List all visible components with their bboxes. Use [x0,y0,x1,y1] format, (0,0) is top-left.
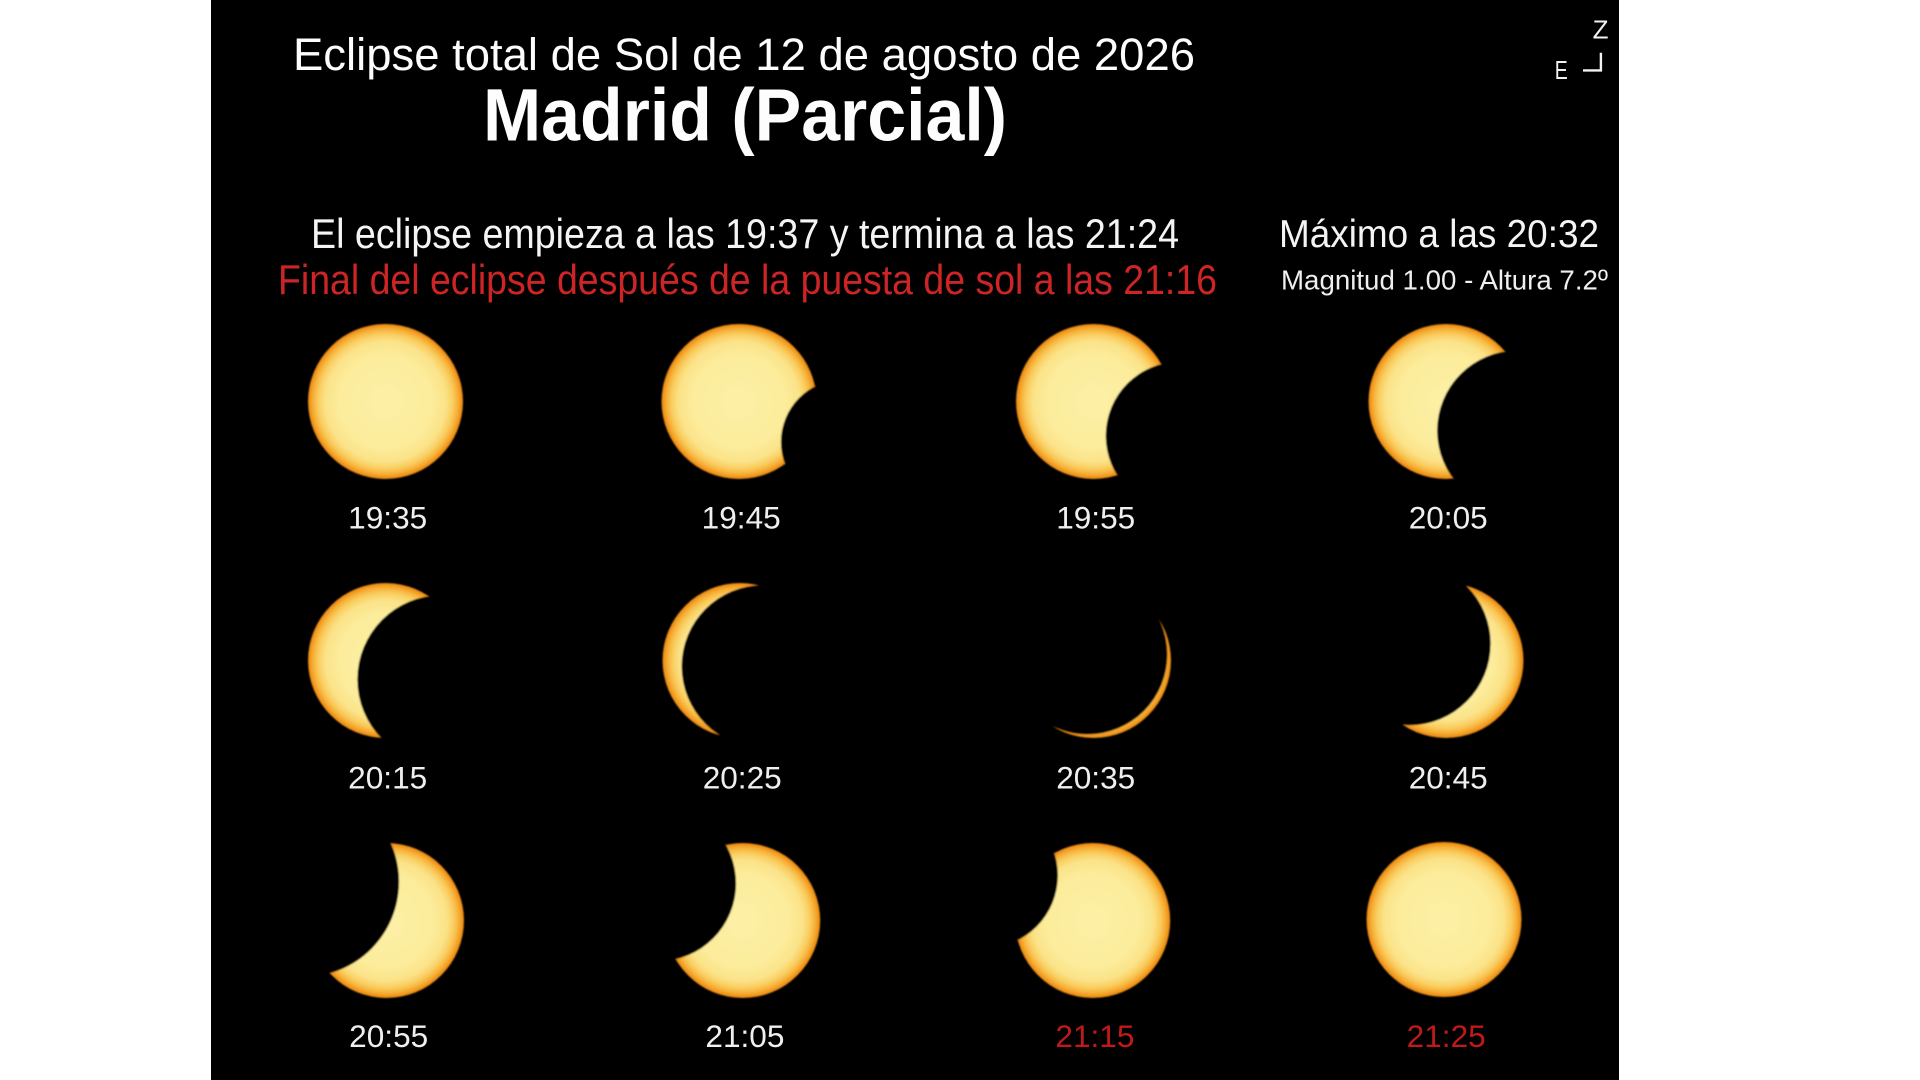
svg-text:Magnitud 1.00 - Altura 7.2º: Magnitud 1.00 - Altura 7.2º [1281,264,1608,295]
svg-text:20:15: 20:15 [348,760,427,796]
svg-text:El eclipse empieza a las 19:37: El eclipse empieza a las 19:37 y termina… [311,210,1179,257]
svg-text:19:35: 19:35 [348,500,427,536]
svg-text:Eclipse total de Sol de 12 de: Eclipse total de Sol de 12 de agosto de … [293,29,1195,80]
svg-text:Z: Z [1593,15,1609,45]
svg-text:Madrid (Parcial): Madrid (Parcial) [483,74,1007,157]
svg-text:20:35: 20:35 [1056,760,1135,796]
svg-text:21:05: 21:05 [705,1018,784,1054]
svg-text:20:25: 20:25 [703,760,782,796]
svg-text:20:05: 20:05 [1409,500,1488,536]
svg-text:20:55: 20:55 [349,1018,428,1054]
svg-text:19:55: 19:55 [1056,500,1135,536]
svg-text:20:45: 20:45 [1409,760,1488,796]
svg-text:Final del eclipse después de l: Final del eclipse después de la puesta d… [278,256,1217,303]
svg-text:19:45: 19:45 [702,500,781,536]
svg-text:21:15: 21:15 [1055,1018,1134,1054]
svg-text:E: E [1555,55,1568,85]
svg-text:Máximo a las 20:32: Máximo a las 20:32 [1279,213,1599,256]
svg-text:21:25: 21:25 [1407,1018,1486,1054]
